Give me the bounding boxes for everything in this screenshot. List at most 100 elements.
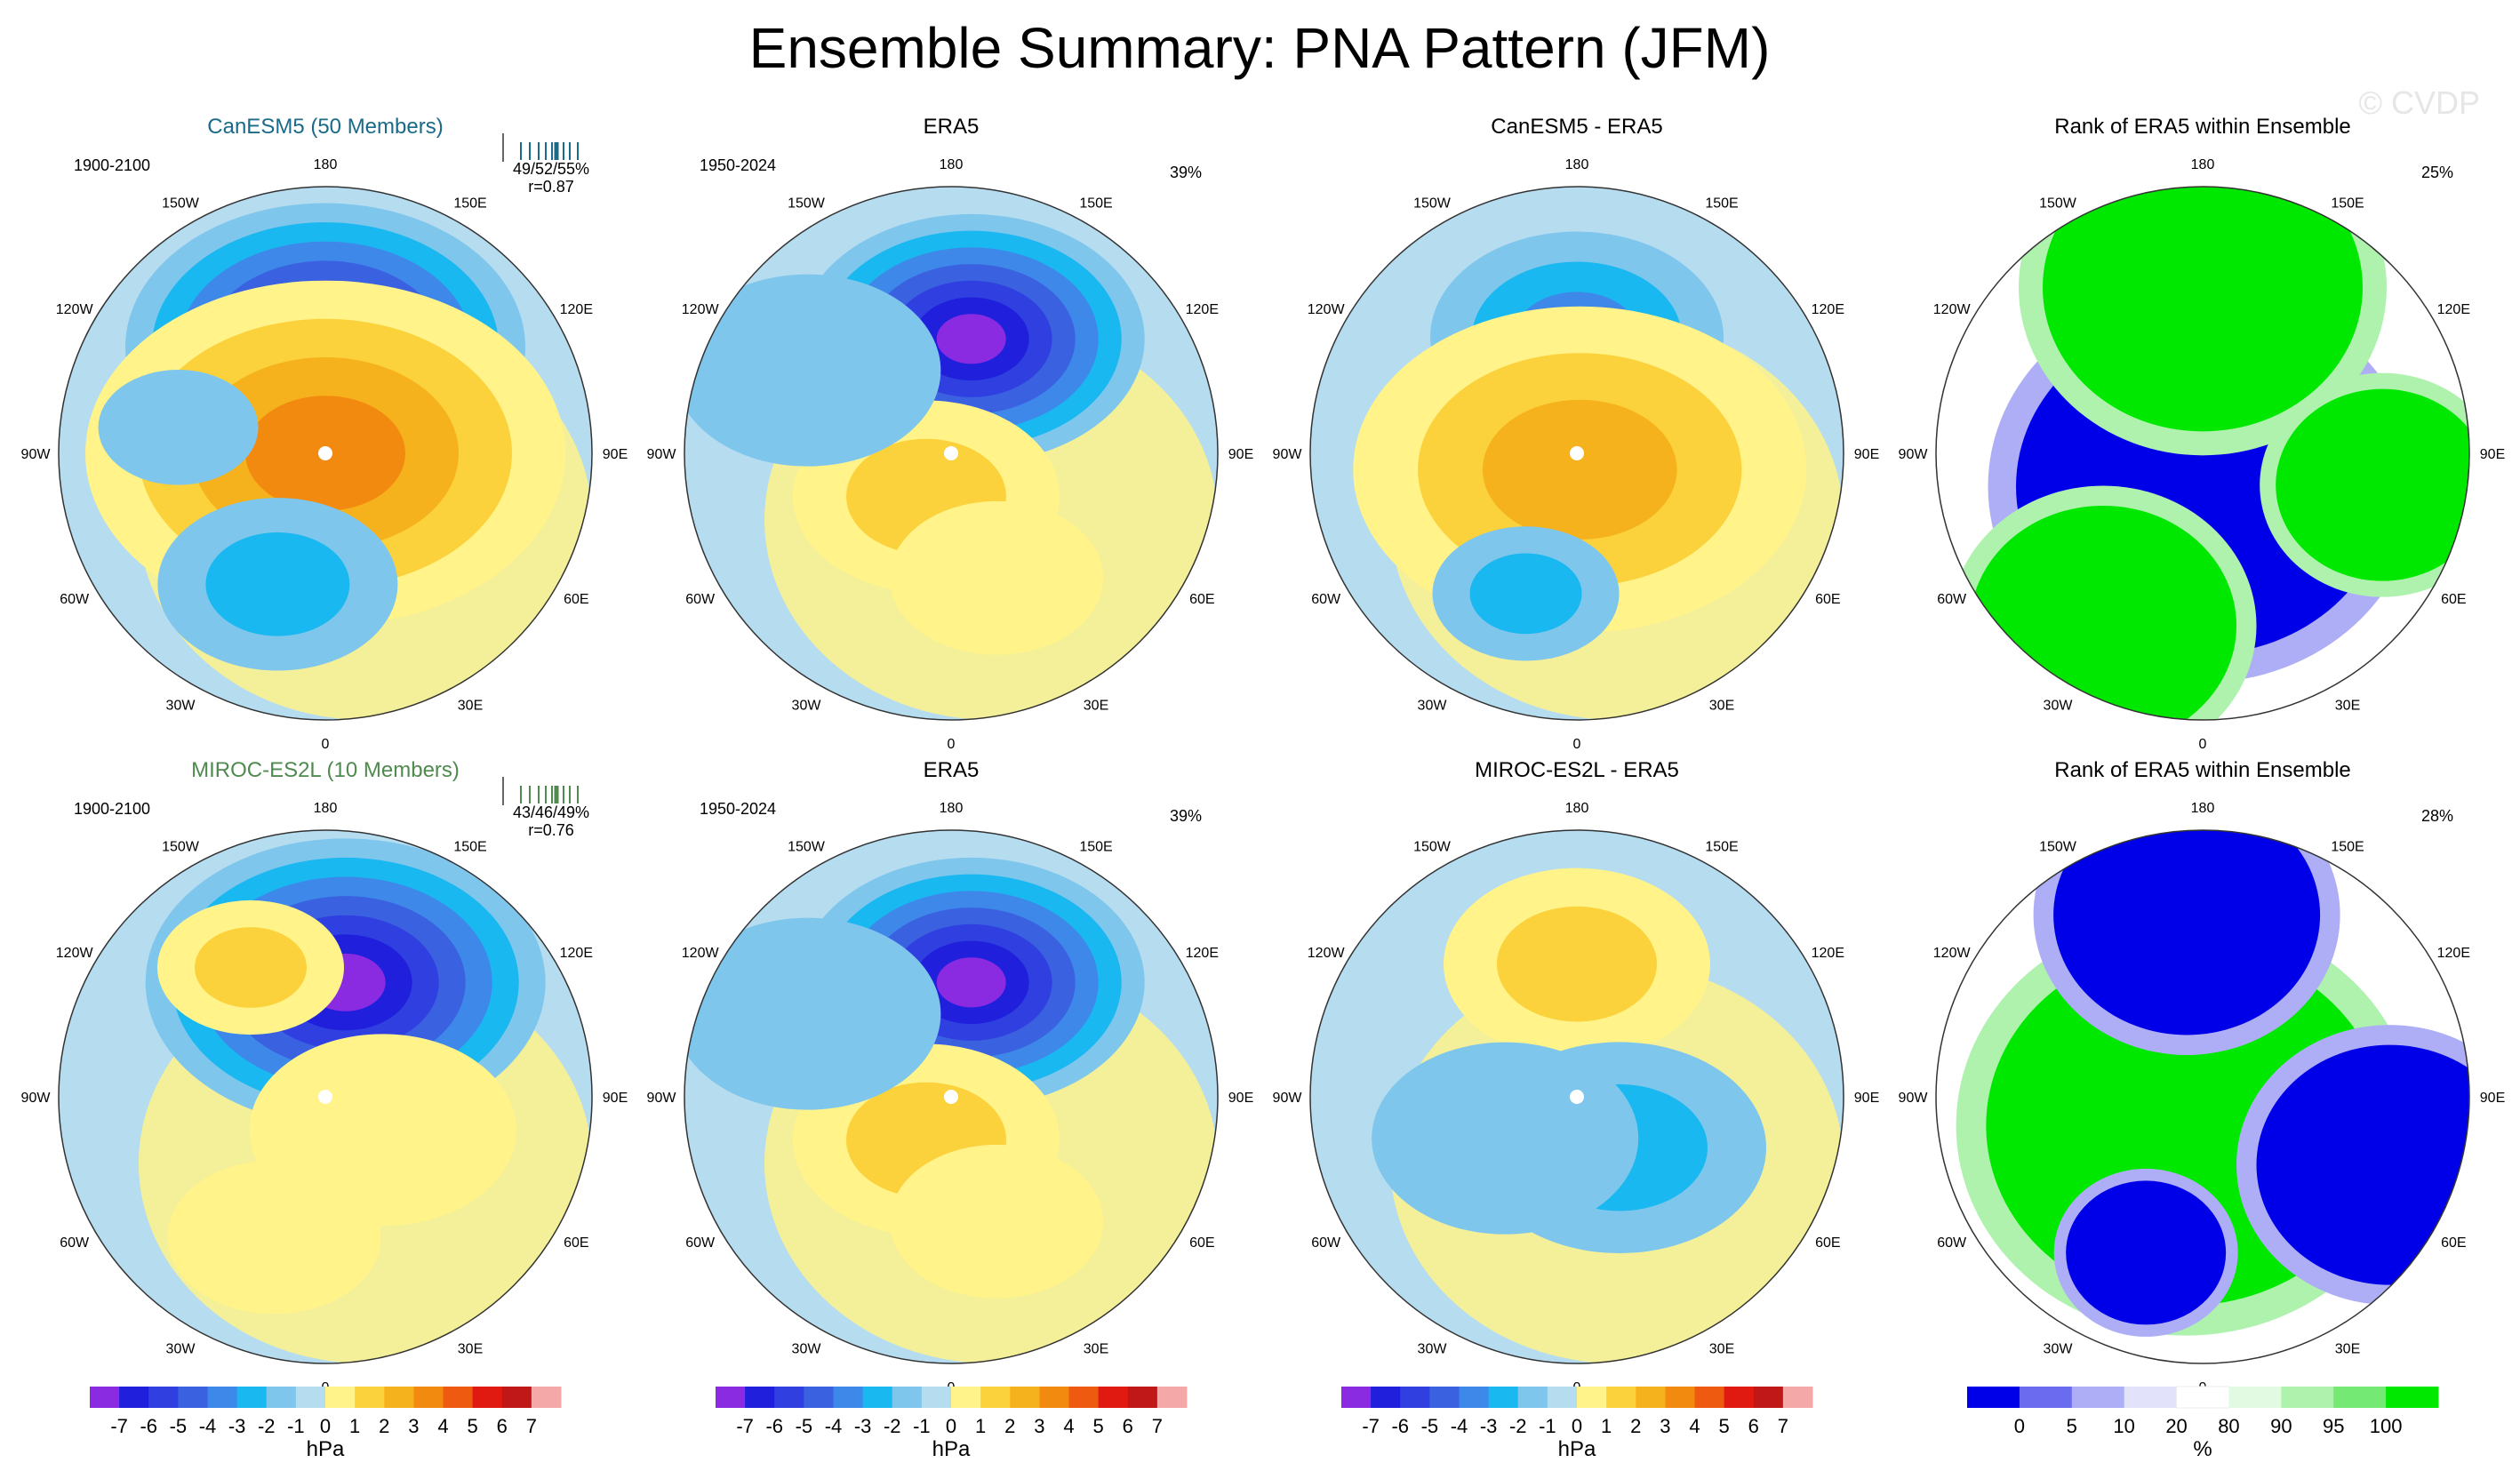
colorbar-tick: 5 — [1093, 1415, 1104, 1437]
meridian-label: 180 — [314, 157, 338, 172]
pole-marker — [944, 446, 958, 460]
colorbar-swatch — [1636, 1387, 1666, 1408]
meridian-label: 120E — [560, 302, 593, 317]
meridian-label: 30E — [1709, 1341, 1734, 1356]
colorbar-swatch — [980, 1387, 1011, 1408]
pole-marker — [318, 446, 332, 460]
panel-title: MIROC-ES2L (10 Members) — [191, 758, 460, 782]
period-label: 1900-2100 — [74, 800, 150, 818]
meridian-label: 120W — [1933, 946, 1972, 961]
panel-title: MIROC-ES2L - ERA5 — [1475, 758, 1679, 782]
meridian-label: 60W — [60, 592, 90, 607]
meridian-label: 120E — [1812, 946, 1844, 961]
colorbar-tick: -6 — [765, 1415, 783, 1437]
meridian-label: 30W — [792, 1341, 822, 1356]
colorbar-swatch — [1665, 1387, 1695, 1408]
colorbar-tick: 80 — [2218, 1415, 2239, 1437]
colorbar-swatch — [1400, 1387, 1430, 1408]
contour-level — [195, 927, 307, 1008]
meridian-label: 60E — [564, 1235, 588, 1251]
colorbar-swatch — [1694, 1387, 1725, 1408]
meridian-label: 150W — [1413, 196, 1452, 212]
meridian-label: 120W — [56, 302, 94, 317]
meridian-label: 30E — [458, 698, 483, 713]
meridian-label: 90W — [647, 447, 677, 462]
colorbar-tick: 5 — [468, 1415, 478, 1437]
meridian-label: 120W — [1308, 946, 1346, 961]
colorbar-swatch — [413, 1387, 444, 1408]
colorbar-swatch — [90, 1387, 120, 1408]
panel-title: CanESM5 - ERA5 — [1491, 115, 1662, 139]
colorbar-tick: 0 — [1572, 1415, 1582, 1437]
meridian-label: 0 — [1573, 737, 1581, 752]
colorbar-tick: -6 — [1391, 1415, 1409, 1437]
meridian-label: 120W — [1308, 302, 1346, 317]
rank-region — [2043, 187, 2363, 432]
hpa-colorbar: -7 -6 -5 -4 -3 -2 -1 0 1 2 3 4 5 6 7 hPa — [716, 1387, 1188, 1461]
panel-title: ERA5 — [924, 115, 980, 139]
colorbar-tick: -2 — [1509, 1415, 1527, 1437]
hpa-colorbar: -7 -6 -5 -4 -3 -2 -1 0 1 2 3 4 5 6 7 hPa — [1341, 1387, 1813, 1461]
colorbar-tick: 4 — [437, 1415, 448, 1437]
map-border — [1935, 829, 2470, 1364]
colorbar-swatch — [951, 1387, 981, 1408]
variance-stats: 49/52/55% — [513, 160, 589, 178]
pattern-correlation-pct: 39% — [1170, 164, 1202, 181]
colorbar-swatch — [1098, 1387, 1129, 1408]
colorbar-tick: -4 — [825, 1415, 843, 1437]
meridian-label: 150E — [1705, 840, 1738, 855]
colorbar-swatch — [1967, 1387, 2020, 1408]
colorbar-tick: 10 — [2113, 1415, 2134, 1437]
contour-level — [1469, 553, 1582, 635]
map-border — [1309, 829, 1844, 1364]
pattern-correlation-pct: 25% — [2421, 164, 2453, 181]
pole-marker — [944, 1090, 958, 1104]
meridian-label: 60W — [1937, 1235, 1967, 1251]
colorbar-swatch — [774, 1387, 804, 1408]
colorbar-tick: -7 — [110, 1415, 128, 1437]
colorbar-swatch — [745, 1387, 775, 1408]
meridian-label: 60E — [1189, 592, 1214, 607]
colorbar-swatch — [295, 1387, 326, 1408]
watermark: © CVDP — [2358, 84, 2480, 121]
contour-level — [167, 1160, 381, 1315]
meridian-label: 180 — [1565, 157, 1589, 172]
colorbar-swatch — [716, 1387, 746, 1408]
meridian-label: 120E — [1186, 302, 1219, 317]
meridian-label: 60E — [1815, 592, 1840, 607]
meridian-label: 150E — [1079, 840, 1112, 855]
colorbar-tick: 0 — [320, 1415, 331, 1437]
meridian-label: 180 — [2191, 157, 2215, 172]
meridian-label: 90W — [1273, 1091, 1303, 1106]
colorbar-swatch — [2124, 1387, 2178, 1408]
contour-level — [98, 370, 259, 485]
meridian-label: 90E — [603, 1091, 628, 1106]
colorbar-swatch — [2228, 1387, 2282, 1408]
colorbar-tick: 4 — [1689, 1415, 1700, 1437]
colorbar-swatch — [2176, 1386, 2230, 1409]
contour-level — [890, 1144, 1104, 1299]
map-panel: 180 150E 120E 90E 60E 30E 0 30W 60W 90W 120W 150W ER… — [647, 115, 1254, 752]
colorbar-tick: 7 — [526, 1415, 537, 1437]
colorbar-tick: -7 — [736, 1415, 754, 1437]
colorbar-swatch — [2019, 1387, 2073, 1408]
colorbar-swatch — [1517, 1387, 1548, 1408]
colorbar-swatch — [1371, 1387, 1401, 1408]
colorbar-swatch — [472, 1387, 503, 1408]
colorbar-tick: 3 — [408, 1415, 419, 1437]
pattern-correlation-pct: 39% — [1170, 807, 1202, 825]
colorbar-swatch — [236, 1387, 268, 1408]
meridian-label: 90E — [2480, 447, 2505, 462]
meridian-label: 120E — [560, 946, 593, 961]
contour-level — [205, 532, 350, 636]
meridian-label: 180 — [940, 801, 964, 816]
meridian-label: 150E — [1705, 196, 1738, 212]
meridian-label: 120W — [1933, 302, 1972, 317]
meridian-label: 60W — [1937, 592, 1967, 607]
pole-marker — [318, 1090, 332, 1104]
colorbar-tick: -6 — [140, 1415, 157, 1437]
colorbar-swatch — [1724, 1387, 1755, 1408]
meridian-label: 60E — [1189, 1235, 1214, 1251]
meridian-label: 150W — [788, 196, 826, 212]
map-panel: 180 150E 120E 90E 60E 30E 0 30W 60W 90W 120W 150W Ca… — [21, 115, 628, 752]
